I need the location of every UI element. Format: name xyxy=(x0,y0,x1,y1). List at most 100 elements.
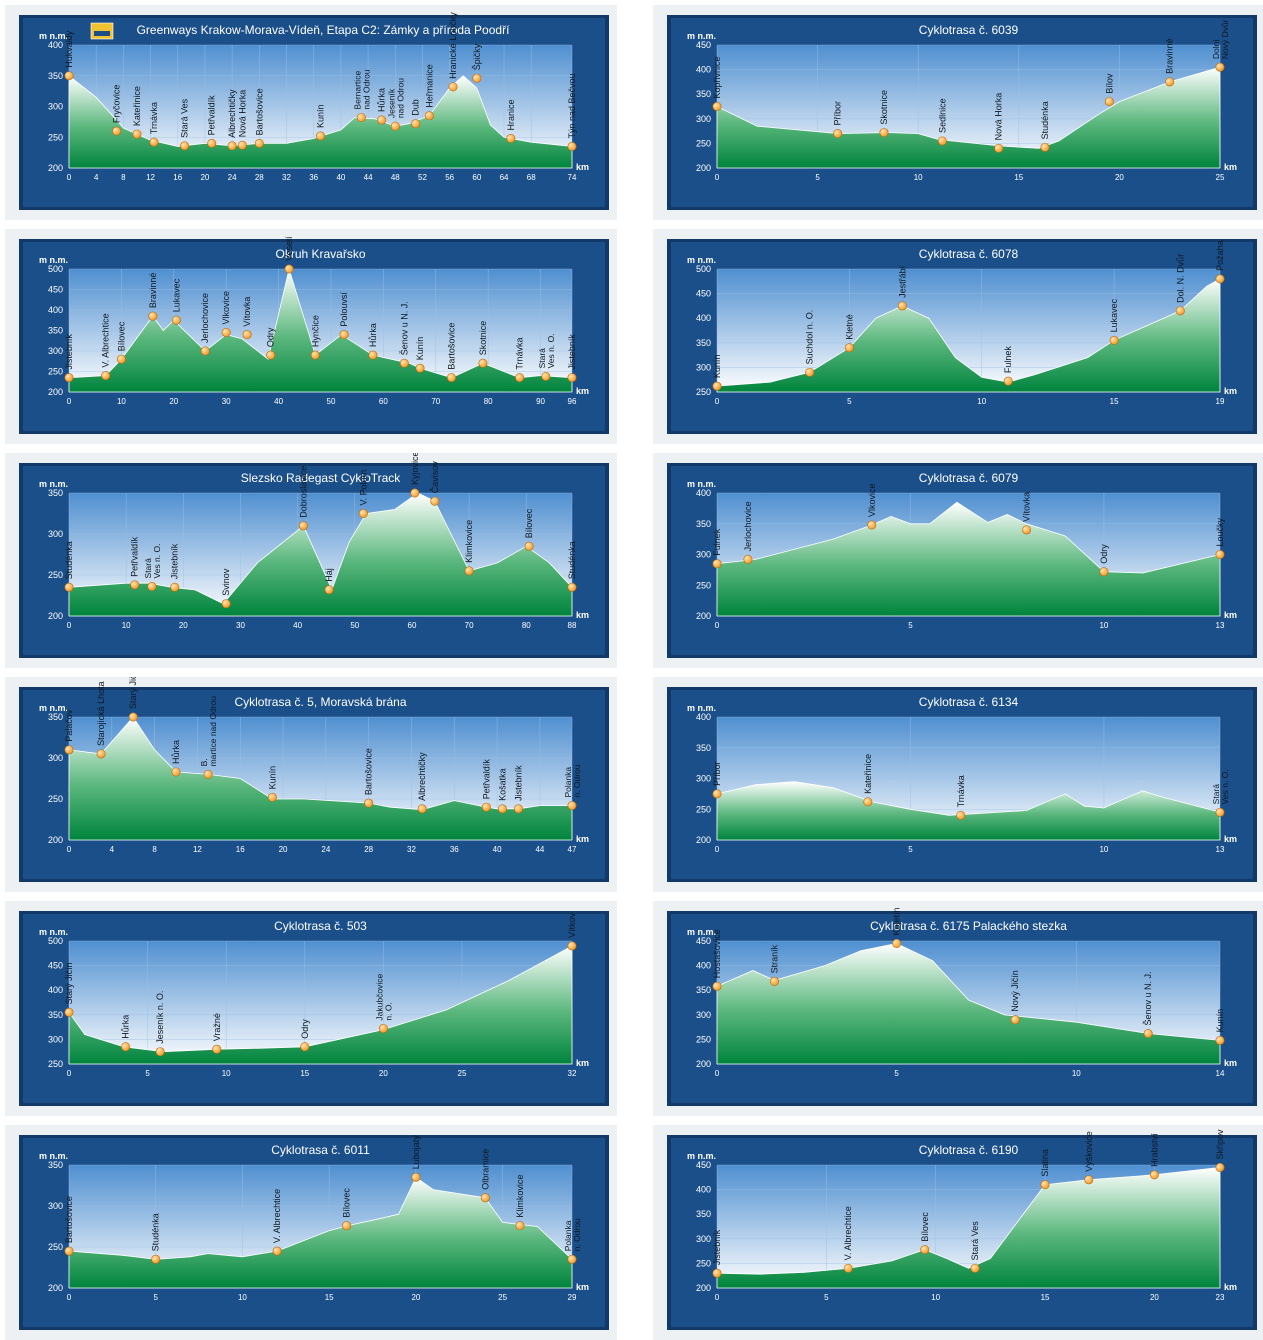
waypoint-name: Klimkovice xyxy=(515,1175,525,1218)
x-tick-label: 23 xyxy=(1216,1293,1225,1302)
waypoint-name: Kateřinice xyxy=(863,754,873,794)
waypoint-name: Nový Jičín xyxy=(1010,970,1020,1012)
x-tick-label: 96 xyxy=(568,397,577,406)
waypoint-label: Vítkov xyxy=(567,912,577,938)
waypoint-label: Jistebník xyxy=(64,334,74,370)
waypoint-name: Fulnek xyxy=(712,528,722,556)
waypoint-marker xyxy=(805,367,815,377)
x-tick-label: 80 xyxy=(522,621,531,630)
x-tick-label: 10 xyxy=(914,173,923,182)
waypoint-label: Čavisov xyxy=(430,461,440,494)
waypoint-name: Jistebník xyxy=(513,765,523,801)
waypoint-label: Odry xyxy=(266,327,276,347)
y-tick-label: 250 xyxy=(48,794,63,804)
x-tick-label: 5 xyxy=(145,1069,150,1078)
y-tick-label: 500 xyxy=(696,264,711,274)
waypoint-name: Polouvsí xyxy=(339,292,349,327)
waypoint-name: StaráVes n. O. xyxy=(143,544,162,579)
waypoint-name: V. Albrechtice xyxy=(101,313,111,367)
waypoint-name: Dub xyxy=(411,99,421,116)
elevation-chart-svg: 200 250 300 350 400 0 5 10 13 m n.m. km Cyklotrasa … xyxy=(667,687,1257,882)
waypoint-name: Dobroslavice xyxy=(298,466,308,518)
waypoint-marker xyxy=(567,1254,577,1264)
waypoint-marker xyxy=(254,138,264,148)
x-tick-label: 30 xyxy=(236,621,245,630)
waypoint-marker xyxy=(472,73,482,83)
waypoint-label: Kunín xyxy=(712,355,722,379)
waypoint-marker xyxy=(743,554,753,564)
x-tick-label: 4 xyxy=(94,173,99,182)
waypoint-label: Jistebník xyxy=(513,765,523,801)
waypoint-marker xyxy=(64,71,74,81)
waypoint-name: Starojická Lhota xyxy=(96,681,106,746)
x-tick-label: 0 xyxy=(67,845,72,854)
y-tick-label: 400 xyxy=(696,313,711,323)
waypoint-marker xyxy=(227,141,237,151)
waypoint-marker xyxy=(130,580,140,590)
y-axis-label: m n.m. xyxy=(39,31,68,41)
waypoint-marker xyxy=(1084,1175,1094,1185)
x-tick-label: 5 xyxy=(824,1293,829,1302)
chart-title: Cyklotrasa č. 6011 xyxy=(271,1143,370,1157)
chart-title: Slezsko Radegast CykloTrack xyxy=(241,471,402,485)
waypoint-label: Studénka xyxy=(1040,101,1050,139)
elevation-chart-12: 200 250 300 350 400 450 0 5 10 15 20 23 m n.m. km Cykl… xyxy=(653,1125,1263,1340)
waypoint-marker xyxy=(339,330,349,340)
waypoint-name: Studénka xyxy=(567,541,577,579)
waypoint-name: Bartošovice xyxy=(64,1196,74,1243)
waypoint-marker xyxy=(478,358,488,368)
y-tick-label: 250 xyxy=(696,1258,711,1268)
elevation-chart-svg: 200 250 300 350 400 450 0 5 10 15 20 23 m n.m. km Cykl… xyxy=(667,1129,1257,1330)
elevation-chart-4: 250 300 350 400 450 500 0 5 10 15 19 m n.m. km Cyklot… xyxy=(653,229,1263,444)
waypoint-marker xyxy=(567,801,577,811)
x-tick-label: 0 xyxy=(67,397,72,406)
waypoint-marker xyxy=(712,981,722,991)
x-tick-label: 60 xyxy=(408,621,417,630)
elevation-area xyxy=(68,945,573,1065)
waypoint-name: Sedlnice xyxy=(937,98,947,133)
waypoint-label: Bartošovice xyxy=(64,1196,74,1243)
elevation-chart-7: 200 250 300 350 0 4 8 12 16 20 24 28 32 36 40 44 47 m n.m… xyxy=(5,677,617,892)
y-tick-label: 450 xyxy=(696,40,711,50)
waypoint-marker xyxy=(64,582,74,592)
x-tick-label: 13 xyxy=(1216,845,1225,854)
x-tick-label: 68 xyxy=(527,173,536,182)
waypoint-marker xyxy=(567,582,577,592)
waypoint-label: Nová Horka xyxy=(237,90,247,138)
y-tick-label: 350 xyxy=(48,1010,63,1020)
x-tick-label: 32 xyxy=(568,1069,577,1078)
x-tick-label: 0 xyxy=(67,1069,72,1078)
x-tick-label: 40 xyxy=(493,845,502,854)
chart-title: Cyklotrasa č. 6039 xyxy=(919,23,1019,37)
y-tick-label: 450 xyxy=(48,285,63,295)
y-axis-label: m n.m. xyxy=(39,255,68,265)
waypoint-name: Příbor xyxy=(712,761,722,786)
x-tick-label: 74 xyxy=(568,173,577,182)
x-tick-label: 40 xyxy=(336,173,345,182)
waypoint-marker xyxy=(424,111,434,121)
waypoint-label: B.martice nad Odrou xyxy=(199,696,218,767)
x-axis-label: km xyxy=(1224,162,1237,172)
waypoint-label: Odry xyxy=(1099,544,1109,564)
waypoint-label: Hukvaldy xyxy=(64,30,74,68)
waypoint-name: V. Albrechtice xyxy=(843,1206,853,1260)
waypoint-marker xyxy=(171,315,181,325)
x-tick-label: 19 xyxy=(1216,397,1225,406)
waypoint-label: Šenov u N. J. xyxy=(399,301,409,355)
waypoint-label: Týn nad Bečvou xyxy=(567,73,577,138)
waypoint-marker xyxy=(171,767,181,777)
y-tick-label: 350 xyxy=(696,338,711,348)
waypoint-label: Bílovec xyxy=(342,1188,352,1218)
waypoint-name: Stará Ves xyxy=(970,1221,980,1261)
waypoint-label: Jerlochovice xyxy=(200,293,210,343)
waypoint-marker xyxy=(1215,550,1225,560)
x-tick-label: 12 xyxy=(193,845,202,854)
waypoint-label: Stará Ves xyxy=(970,1221,980,1261)
waypoint-name: Šenov u N. J. xyxy=(399,301,409,355)
waypoint-marker xyxy=(1215,274,1225,284)
x-tick-label: 5 xyxy=(908,621,913,630)
waypoint-name: Hukvaldy xyxy=(64,30,74,68)
waypoint-marker xyxy=(272,1246,282,1256)
waypoint-name: Bartošovice xyxy=(364,748,374,795)
waypoint-label: Vlkovice xyxy=(867,483,877,517)
